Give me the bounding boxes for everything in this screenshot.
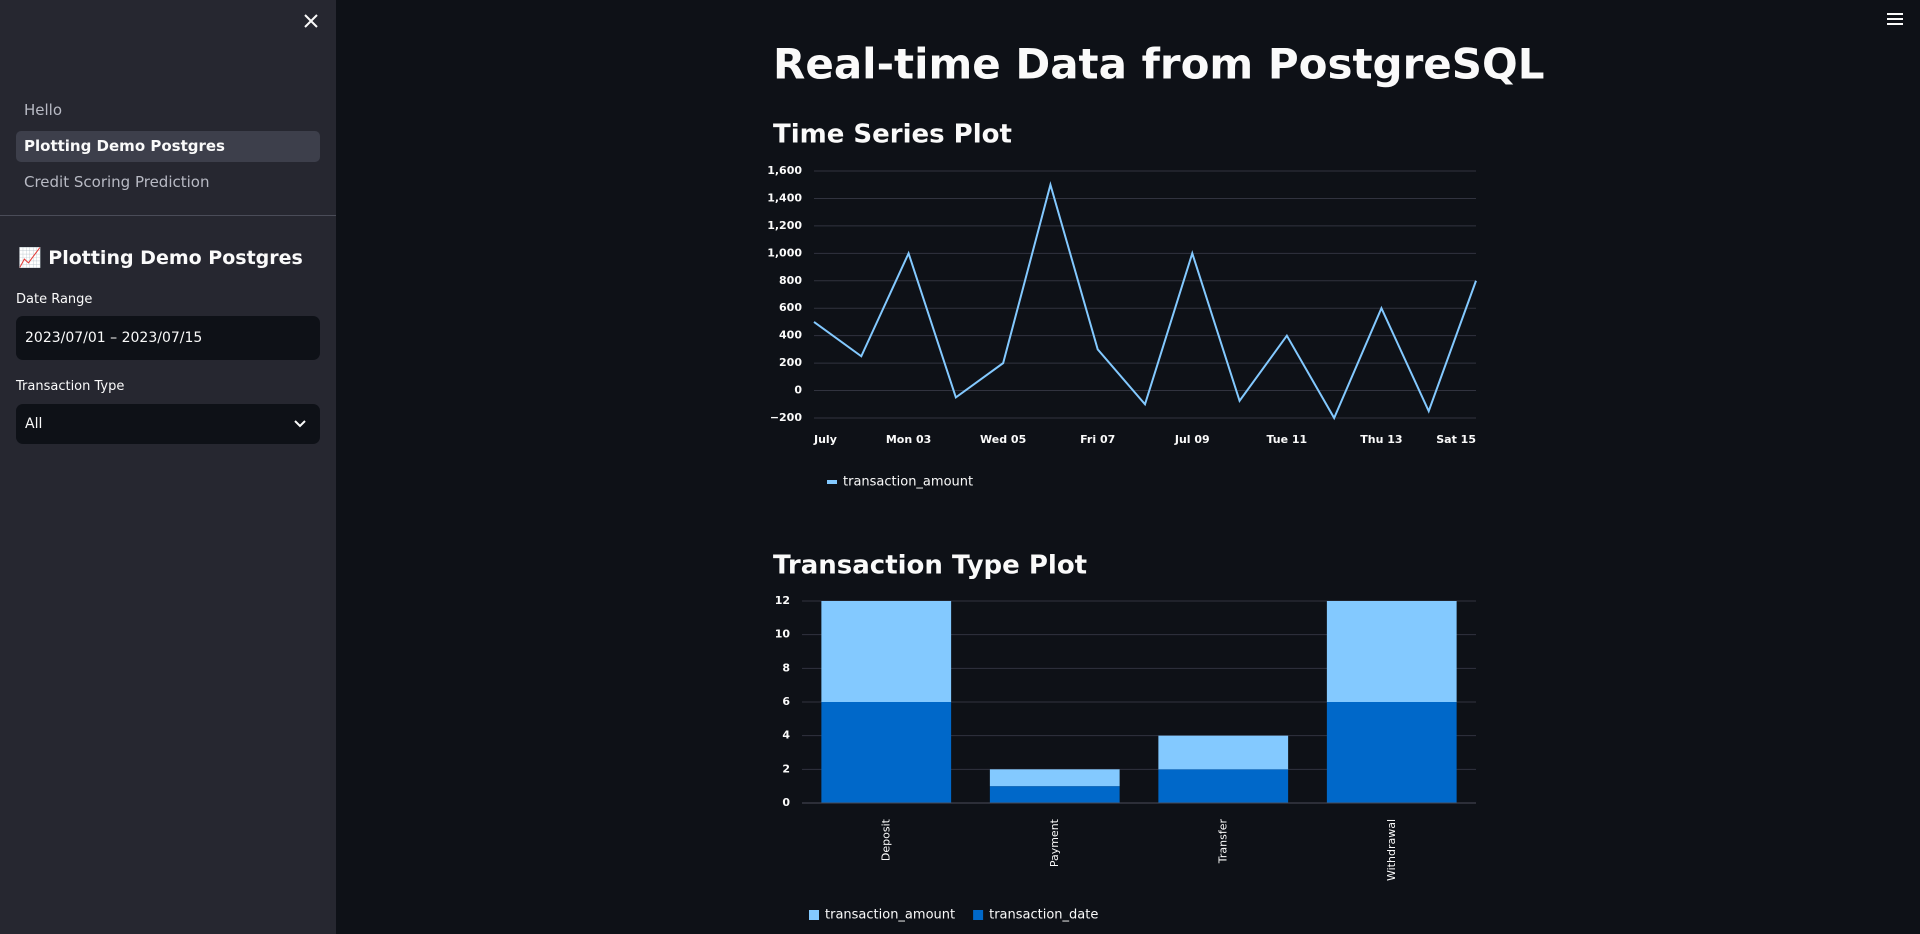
chevron [294, 420, 306, 428]
y-tick-label: 2 [782, 762, 790, 775]
page-title: Real-time Data from PostgreSQL [773, 40, 1545, 89]
sidebar: Hello Plotting Demo Postgres Credit Scor… [0, 0, 336, 934]
y-tick-label: 800 [779, 274, 802, 287]
legend-label: transaction_date [989, 908, 1098, 923]
y-tick-label: 6 [782, 695, 790, 708]
y-tick-label: 8 [782, 661, 790, 674]
y-tick-label: 1,200 [767, 219, 802, 232]
nav-link[interactable]: Credit Scoring Prediction [24, 173, 210, 191]
x-tick-label: Tue 11 [1266, 433, 1307, 446]
x-tick-label: July [813, 433, 837, 446]
legend-label: transaction_amount [843, 475, 973, 490]
y-tick-label: 0 [794, 384, 802, 397]
divider [0, 215, 336, 216]
legend-swatch [827, 480, 837, 484]
bar-segment [821, 601, 952, 702]
y-tick-label: 12 [775, 594, 790, 607]
bar-segment [1158, 769, 1289, 803]
transaction-type-select[interactable]: All [16, 404, 320, 444]
x-tick-label: Mon 03 [886, 433, 931, 446]
y-tick-label: −200 [770, 411, 803, 424]
bar-segment [821, 702, 952, 803]
chart-title: Transaction Type Plot [773, 551, 1087, 581]
bar-segment [1326, 702, 1457, 803]
y-tick-label: 10 [775, 628, 791, 641]
chart-title: Time Series Plot [773, 120, 1012, 150]
nav-link[interactable]: Plotting Demo Postgres [16, 131, 320, 162]
x-tick-label: Transfer [1216, 819, 1229, 865]
y-tick-label: 200 [779, 356, 802, 369]
x-tick-label: Fri 07 [1080, 433, 1115, 446]
bar-segment [1326, 601, 1457, 702]
x-tick-label: Payment [1048, 818, 1061, 867]
select-value: All [25, 416, 43, 432]
bar-segment [989, 786, 1120, 803]
y-tick-label: 400 [779, 329, 802, 342]
y-tick-label: 600 [779, 301, 802, 314]
y-tick-label: 1,400 [767, 191, 802, 204]
bar-segment [1158, 735, 1289, 770]
menu-button[interactable] [1886, 12, 1904, 26]
legend-label: transaction_amount [825, 908, 955, 923]
x-tick-label: Thu 13 [1360, 433, 1402, 446]
y-tick-label: 1,600 [767, 164, 802, 177]
x-tick-label: Jul 09 [1174, 433, 1210, 446]
date-range-label: Date Range [16, 292, 93, 307]
sidebar-header: 📈 Plotting Demo Postgres [18, 247, 303, 269]
legend-swatch [973, 910, 984, 920]
x-tick-label: Wed 05 [980, 433, 1026, 446]
transaction-type-label: Transaction Type [16, 379, 125, 394]
x-tick-label: Sat 15 [1436, 433, 1476, 446]
x-tick-label: Deposit [879, 818, 892, 861]
y-tick-label: 1,000 [767, 246, 802, 259]
close-button[interactable] [303, 13, 319, 29]
legend-swatch [809, 910, 819, 920]
y-tick-label: 4 [782, 729, 790, 742]
line [813, 180, 1477, 421]
bar-segment [989, 769, 1120, 787]
nav-link[interactable]: Hello [24, 101, 63, 119]
date-range-input[interactable]: 2023/07/01 – 2023/07/15 [16, 316, 320, 360]
x-tick-label: Withdrawal [1385, 819, 1398, 881]
main-area: Real-time Data from PostgreSQL Time Seri… [767, 40, 1545, 923]
y-tick-label: 0 [782, 796, 790, 809]
